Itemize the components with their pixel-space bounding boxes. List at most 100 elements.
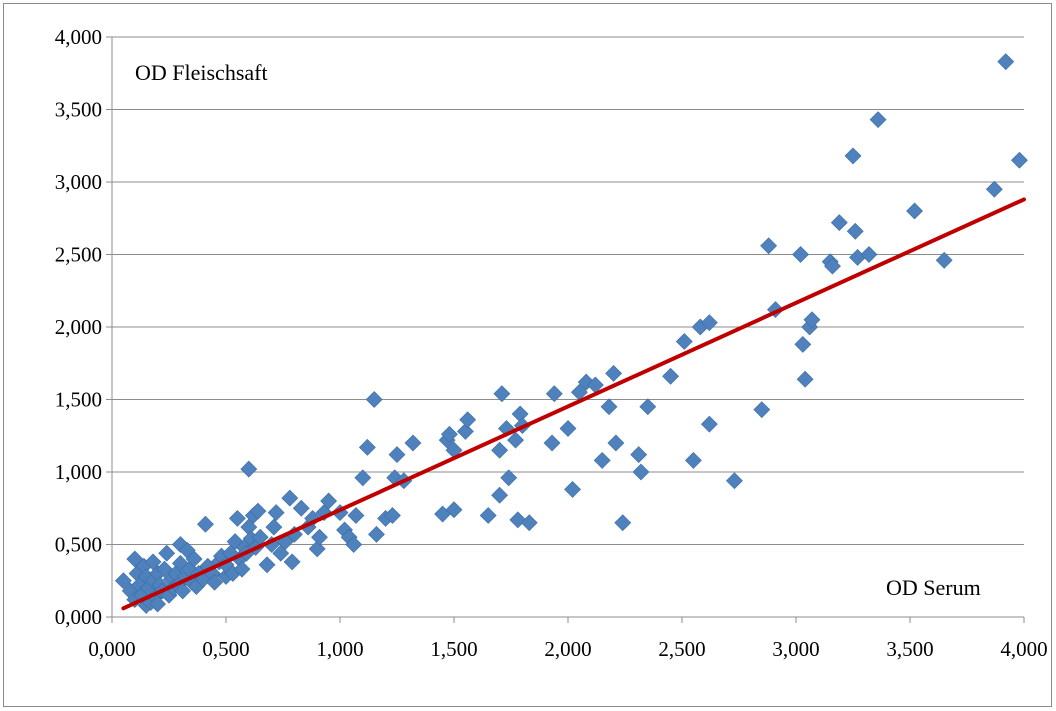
data-point <box>675 333 693 350</box>
data-point <box>158 544 176 562</box>
data-point <box>404 434 422 452</box>
data-point <box>726 472 743 490</box>
data-point <box>1011 151 1028 169</box>
data-point <box>543 434 561 452</box>
data-point <box>803 311 821 329</box>
x-tick-label: 1,500 <box>430 637 477 661</box>
data-point <box>267 504 285 522</box>
y-tick-label: 4,000 <box>55 25 102 49</box>
data-point <box>308 540 326 558</box>
data-point <box>830 214 848 232</box>
trendline-group <box>121 197 1026 611</box>
data-point <box>240 460 258 478</box>
data-point <box>796 370 814 388</box>
data-point <box>292 499 310 517</box>
data-point <box>509 511 527 529</box>
data-point <box>593 451 611 469</box>
x-tick-label: 4,000 <box>1000 637 1047 661</box>
data-point <box>844 147 862 165</box>
data-point <box>559 420 577 437</box>
data-point <box>700 415 718 433</box>
data-point <box>607 434 625 452</box>
data-points <box>114 53 1028 614</box>
data-point <box>760 237 778 255</box>
y-axis-note: OD Fleischsaft <box>135 60 268 85</box>
data-point <box>283 553 301 571</box>
data-point <box>185 550 203 568</box>
data-point <box>753 401 771 419</box>
data-point <box>354 469 372 487</box>
axes <box>106 36 1025 623</box>
data-point <box>233 560 251 578</box>
data-point <box>149 595 167 613</box>
data-point <box>824 257 841 275</box>
data-point <box>860 246 878 263</box>
data-point <box>114 572 132 590</box>
data-point <box>347 507 365 524</box>
data-point <box>441 425 458 443</box>
y-tick-label: 2,500 <box>55 243 102 267</box>
x-axis-note: OD Serum <box>886 575 981 600</box>
data-point <box>384 507 401 524</box>
data-point <box>281 489 299 507</box>
data-point <box>206 573 224 591</box>
data-point <box>846 222 864 240</box>
data-point <box>228 509 246 527</box>
trendline <box>121 197 1026 611</box>
data-point <box>935 251 953 269</box>
y-tick-labels: 0,000 0,500 1,000 1,500 2,000 2,500 3,000 3,500… <box>55 25 102 629</box>
data-point <box>794 335 812 353</box>
data-point <box>639 398 657 416</box>
x-tick-label: 2,500 <box>658 637 705 661</box>
data-point <box>614 514 632 532</box>
data-point <box>630 446 648 464</box>
y-tick-label: 2,000 <box>55 315 102 339</box>
data-point <box>368 525 385 543</box>
data-point <box>258 556 276 574</box>
y-tick-label: 3,500 <box>55 98 102 122</box>
data-point <box>632 463 650 481</box>
data-point <box>605 364 623 382</box>
data-point <box>320 492 338 510</box>
x-tick-label: 2,000 <box>544 637 591 661</box>
data-point <box>197 515 214 533</box>
x-tick-label: 0,000 <box>88 637 135 661</box>
data-point <box>662 367 680 385</box>
x-tick-label: 3,500 <box>886 637 933 661</box>
y-tick-label: 0,500 <box>55 533 102 557</box>
data-point <box>358 438 376 456</box>
x-tick-label: 1,000 <box>316 637 363 661</box>
y-tick-label: 1,000 <box>55 460 102 484</box>
data-point <box>491 441 509 459</box>
data-point <box>792 246 809 263</box>
data-point <box>700 314 718 332</box>
data-point <box>564 480 581 498</box>
data-point <box>985 180 1003 198</box>
data-point <box>459 411 477 429</box>
data-point <box>311 528 328 546</box>
data-point <box>174 582 192 600</box>
y-tick-label: 0,000 <box>55 605 102 629</box>
data-point <box>500 469 518 487</box>
data-point <box>906 202 923 220</box>
x-tick-labels: 0,000 0,500 1,000 1,500 2,000 2,500 3,000 3,500… <box>88 637 1047 661</box>
data-point <box>456 422 474 440</box>
data-point <box>445 501 463 519</box>
data-point <box>365 391 383 408</box>
data-point <box>388 446 406 464</box>
data-point <box>345 536 363 553</box>
data-point <box>493 385 511 403</box>
data-point <box>684 451 702 469</box>
data-point <box>265 518 283 536</box>
y-tick-label: 3,000 <box>55 170 102 194</box>
data-point <box>520 514 538 532</box>
data-point <box>849 248 866 266</box>
data-point <box>249 502 267 520</box>
data-point <box>507 431 524 449</box>
data-point <box>997 53 1015 71</box>
x-tick-label: 0,500 <box>202 637 249 661</box>
x-tick-label: 3,000 <box>772 637 819 661</box>
data-point <box>600 398 618 416</box>
data-point <box>545 385 563 403</box>
